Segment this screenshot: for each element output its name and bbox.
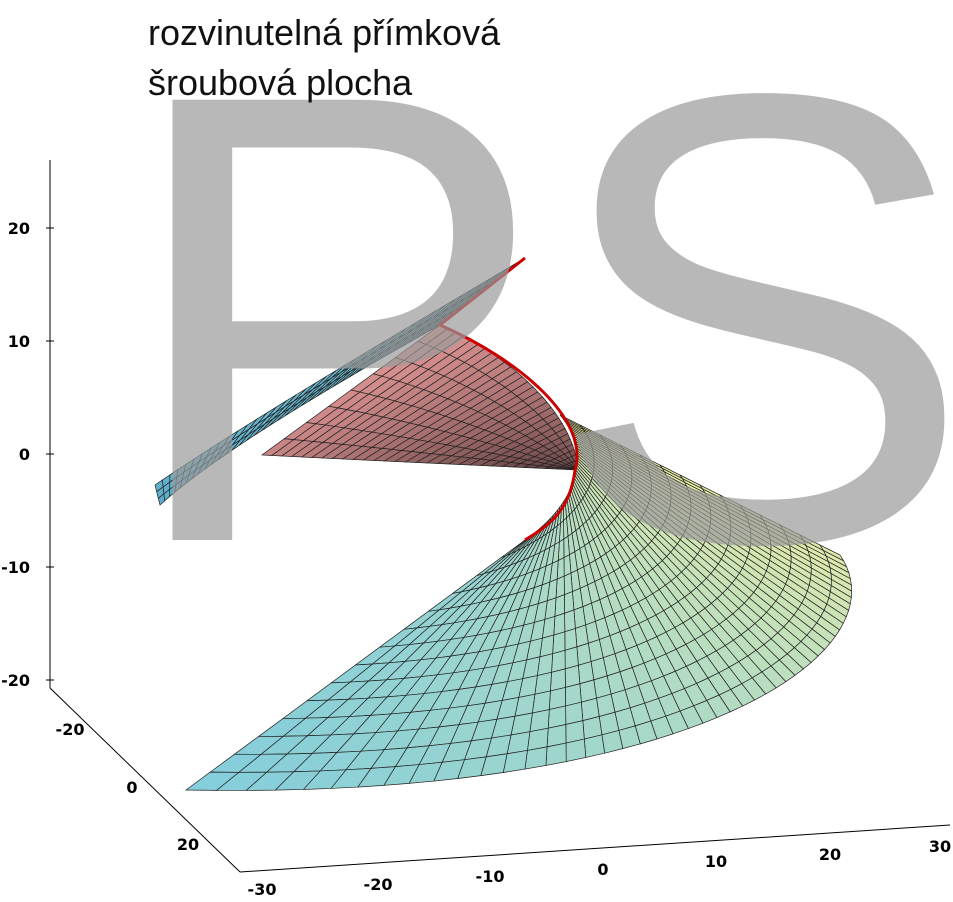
x-tick-label: -10 (476, 867, 505, 886)
surface-cell (545, 742, 567, 766)
surface-cell (184, 771, 240, 791)
surface-cell (524, 746, 548, 770)
surface-cell (565, 738, 587, 763)
z-tick-label: -10 (1, 558, 30, 577)
edge-curve (437, 256, 579, 542)
y-tick-label: -20 (56, 720, 85, 739)
x-tick-label: 10 (705, 852, 727, 871)
surface-cell (583, 734, 606, 758)
surface-cell (157, 493, 166, 506)
z-tick-label: 20 (8, 219, 30, 238)
surface (154, 256, 853, 791)
x-tick-label: 0 (597, 860, 608, 879)
x-tick-label: -30 (248, 880, 277, 899)
y-tick-label: 0 (126, 778, 137, 797)
watermark: PS (120, 0, 953, 676)
z-tick-label: 10 (8, 332, 30, 351)
y-tick-label: 20 (177, 835, 199, 854)
surface-cell (601, 730, 624, 754)
y-axis (49, 687, 241, 873)
x-tick-label: -20 (364, 875, 393, 894)
axes: 20 10 0 -10 -20 -20 0 20 -30 -20 -10 0 10 20 30 (1, 160, 951, 899)
x-tick-label: 20 (819, 845, 841, 864)
z-tick-label: -20 (1, 671, 30, 690)
x-axis (239, 824, 951, 873)
title-line: rozvinutelná přímková (148, 12, 501, 53)
x-tick-label: 30 (929, 837, 951, 856)
z-tick-label: 0 (19, 445, 30, 464)
title-line: šroubová plocha (148, 62, 413, 103)
